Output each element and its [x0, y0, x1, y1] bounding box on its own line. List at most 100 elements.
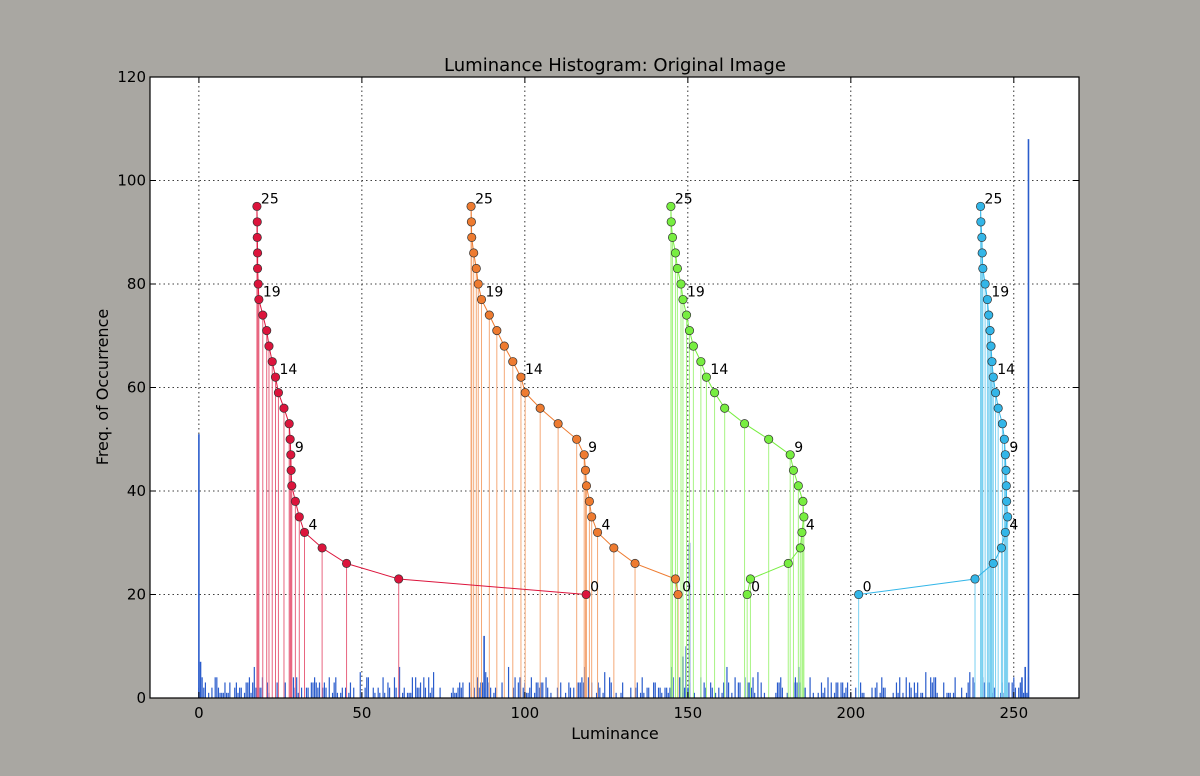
series-point [587, 512, 597, 522]
series-point [740, 419, 750, 429]
point-label: 25 [475, 191, 493, 207]
series-point [317, 543, 327, 553]
point-label: 19 [991, 285, 1009, 301]
point-label: 14 [279, 362, 297, 378]
series-point [254, 294, 264, 305]
series-point [797, 527, 807, 537]
series-point [581, 589, 591, 600]
series-point [783, 558, 793, 568]
point-label: 4 [806, 517, 815, 533]
series-point [252, 217, 262, 227]
series-point [720, 403, 730, 413]
y-tick-label: 80 [127, 275, 146, 293]
series-point [1000, 450, 1010, 460]
series-point [667, 232, 678, 242]
series-point [253, 279, 263, 289]
x-tick-label: 50 [352, 704, 371, 722]
series-point [294, 512, 304, 522]
point-label: 4 [309, 517, 318, 533]
series-point [253, 248, 263, 258]
series-point [666, 201, 676, 211]
series-point [508, 357, 518, 367]
series-point [688, 341, 698, 351]
series-point [745, 574, 755, 584]
x-tick-label: 250 [999, 704, 1028, 722]
series-point [473, 279, 483, 289]
point-label: 4 [1009, 517, 1018, 533]
series-point [684, 326, 695, 336]
point-label: 19 [687, 285, 705, 301]
y-tick-label: 0 [136, 689, 146, 707]
series-point [988, 372, 998, 382]
series-point [252, 232, 262, 242]
series-point [854, 589, 864, 600]
point-label: 14 [997, 362, 1015, 378]
series-point [988, 558, 998, 568]
series-point [785, 450, 795, 460]
series-point [673, 589, 683, 600]
series-point [986, 341, 996, 351]
series-point [287, 481, 297, 491]
series-point [991, 388, 1001, 398]
point-label: 9 [1009, 440, 1018, 456]
series-point [795, 543, 805, 553]
series-point [976, 217, 986, 227]
series-point [1001, 465, 1011, 475]
series-point [742, 589, 752, 600]
series-point [978, 263, 988, 274]
series-point [977, 232, 987, 242]
y-tick-label: 20 [127, 586, 146, 604]
series-point [670, 574, 681, 584]
series-point [970, 574, 980, 584]
series-point [977, 248, 987, 258]
x-axis-label: Luminance [571, 724, 659, 743]
x-tick-label: 150 [674, 704, 703, 722]
point-label: 25 [261, 191, 279, 207]
series-point [466, 217, 476, 227]
series-point [1000, 527, 1010, 537]
series-point [976, 201, 986, 211]
series-point [290, 496, 300, 506]
series-point [476, 294, 487, 305]
series-point [581, 481, 592, 491]
y-tick-label: 100 [117, 172, 146, 190]
series-point [676, 279, 686, 289]
point-label: 9 [588, 440, 597, 456]
series-point [985, 326, 995, 336]
series-point [394, 574, 404, 584]
series-point [572, 434, 582, 444]
series-point [580, 465, 591, 475]
series-point [980, 279, 990, 289]
point-label: 25 [985, 191, 1003, 207]
point-label: 9 [295, 440, 304, 456]
series-point [592, 527, 603, 537]
series-point [609, 543, 619, 553]
series-point [630, 558, 640, 568]
point-label: 19 [263, 285, 281, 301]
y-axis-label: Freq. of Occurrence [93, 309, 112, 465]
series-point [672, 263, 682, 274]
series-point [987, 357, 997, 367]
series-point [798, 496, 808, 506]
series-point [252, 201, 262, 211]
series-point [284, 419, 294, 429]
series-point [469, 248, 479, 258]
x-tick-label: 200 [837, 704, 866, 722]
series-point [1001, 481, 1011, 491]
series-point [516, 372, 526, 382]
series-point [999, 434, 1009, 444]
series-point [996, 543, 1006, 553]
point-label: 19 [486, 285, 504, 301]
series-point [788, 465, 799, 475]
y-tick-label: 120 [117, 68, 146, 86]
series-point [273, 388, 283, 398]
series-point [579, 450, 589, 460]
series-point [484, 310, 494, 320]
series-point [499, 341, 509, 351]
series-point [553, 419, 563, 429]
point-label: 0 [682, 580, 691, 596]
series-point [467, 232, 477, 242]
series-point [997, 419, 1007, 429]
series-point [584, 496, 594, 506]
series-point [471, 263, 481, 274]
